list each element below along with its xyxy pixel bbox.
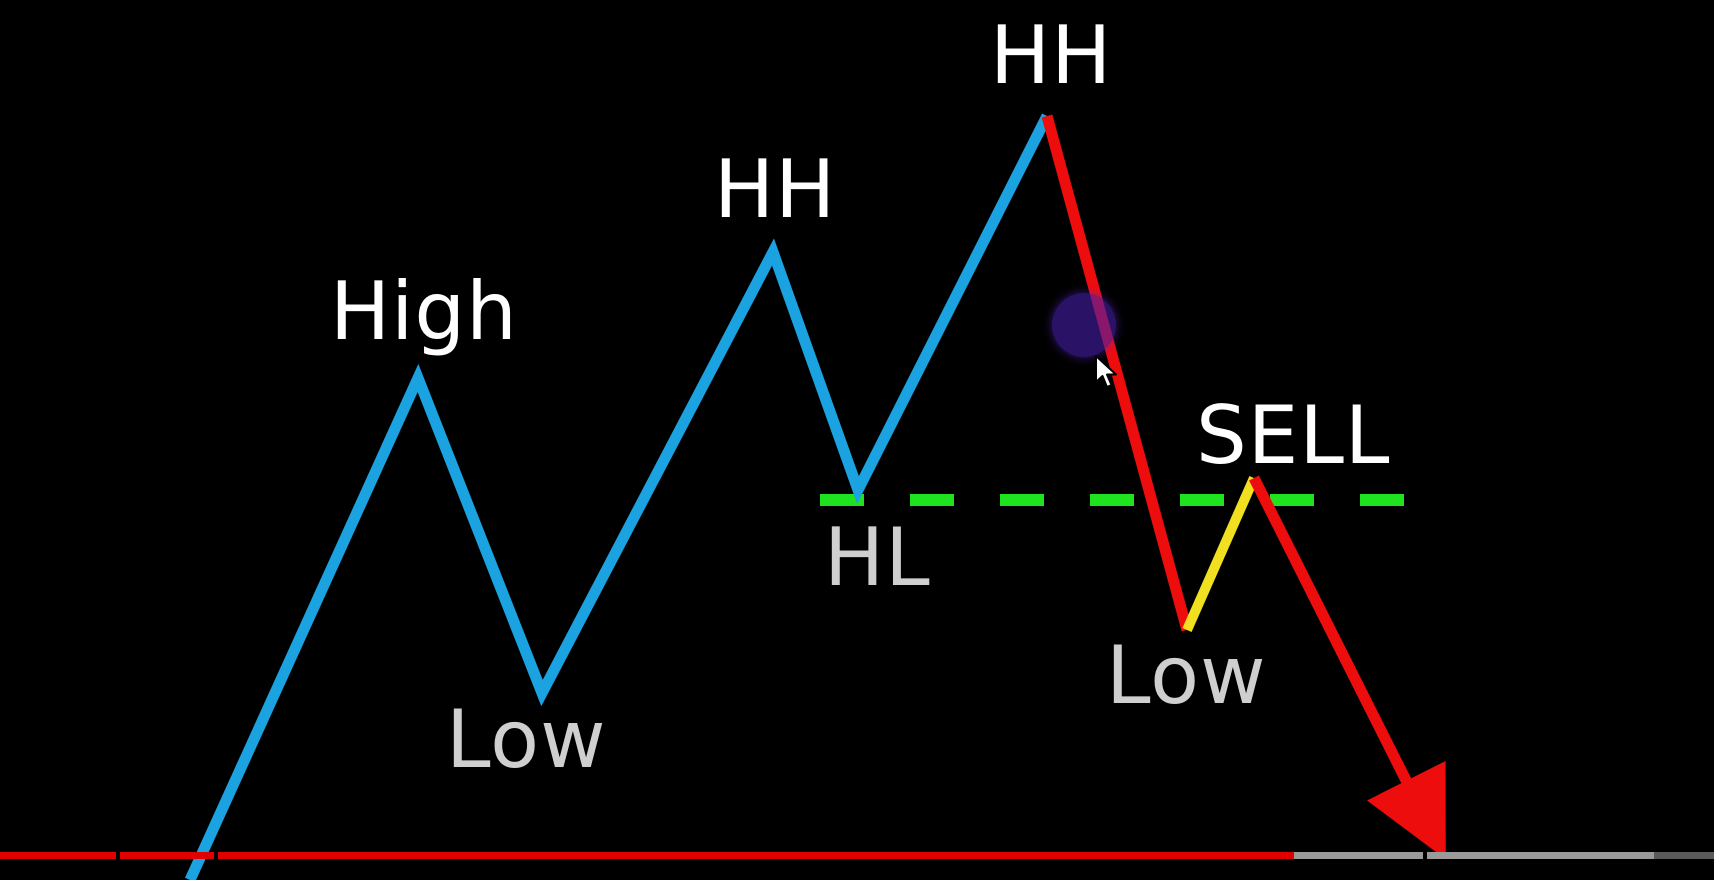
sell-label: SELL bbox=[1196, 389, 1391, 482]
low-label-second: Low bbox=[1106, 629, 1267, 722]
uptrend-line bbox=[184, 113, 1052, 880]
pullback-line bbox=[1182, 475, 1259, 633]
progress-played bbox=[0, 852, 1295, 859]
higher-high-label-second: HH bbox=[990, 9, 1113, 102]
mouse-pointer-icon bbox=[1095, 355, 1117, 388]
chapter-marker bbox=[214, 852, 218, 859]
low-label-first: Low bbox=[446, 693, 607, 786]
high-label: High bbox=[330, 265, 518, 358]
higher-low-label: HL bbox=[824, 511, 931, 604]
chapter-marker bbox=[1423, 852, 1427, 859]
click-highlight bbox=[1052, 293, 1116, 357]
downtrend-line-first-leg bbox=[1041, 114, 1193, 632]
higher-high-label-first: HH bbox=[714, 143, 837, 236]
downtrend-line-second-leg bbox=[1249, 475, 1446, 860]
video-progress-bar[interactable] bbox=[0, 852, 1714, 859]
chapter-marker bbox=[116, 852, 120, 859]
